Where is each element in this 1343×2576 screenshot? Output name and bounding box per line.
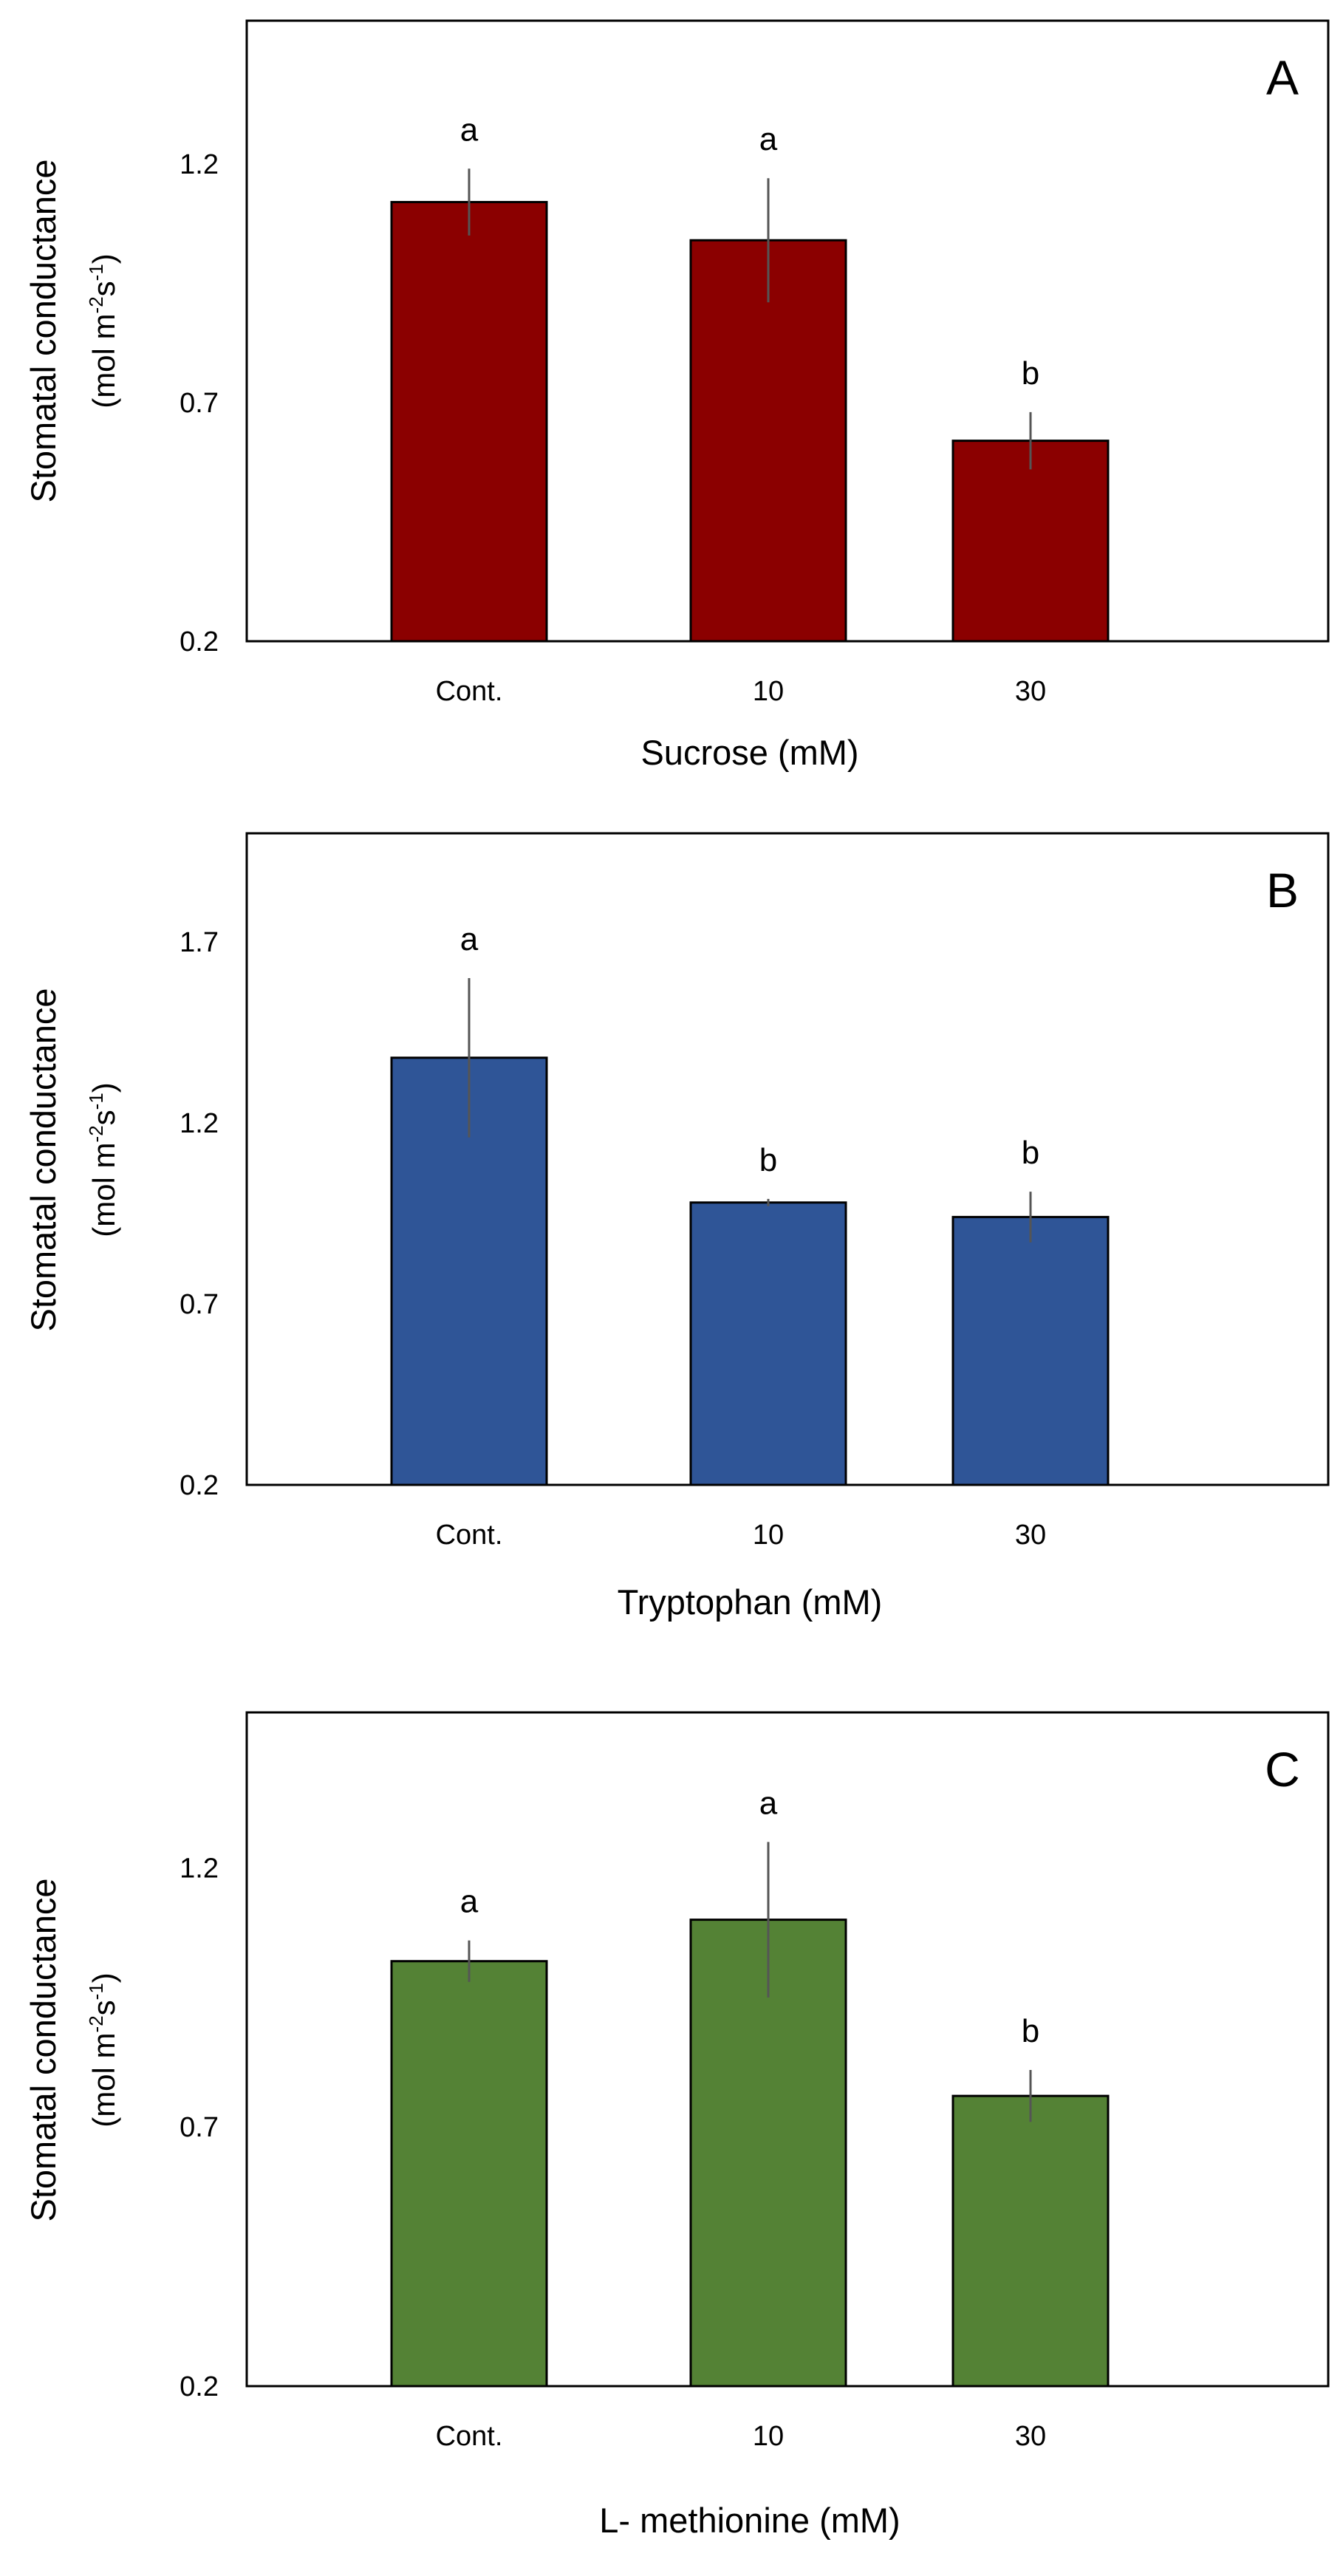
y-axis-title: Stomatal conductance [24, 159, 63, 502]
panel-label: C [1265, 1742, 1300, 1797]
y-axis-title: Stomatal conductance [24, 1878, 63, 2221]
y-tick-label: 0.2 [180, 2371, 219, 2402]
x-tick-label: 30 [1015, 2421, 1046, 2452]
significance-letter: b [1022, 355, 1039, 392]
x-tick-label: 10 [753, 2421, 784, 2452]
x-tick-label: 10 [753, 676, 784, 707]
significance-letter: b [759, 1142, 777, 1178]
bar-30 [951, 440, 1110, 643]
chart-panel-c: 0.2 0.7 1.2 a Cont. a 10 b 30 C L- methionine (mM)… [24, 1711, 1330, 2540]
y-tick-label: 0.7 [180, 1289, 219, 1320]
significance-letter: b [1022, 1135, 1039, 1171]
significance-letter: a [460, 921, 479, 957]
y-tick-label: 1.2 [180, 1108, 219, 1139]
y-tick-label: 0.7 [180, 388, 219, 419]
x-axis-title: L- methionine (mM) [599, 2501, 900, 2540]
x-tick-label: Cont. [436, 676, 503, 707]
significance-letter: a [759, 1785, 778, 1821]
y-tick-label: 1.2 [180, 149, 219, 180]
bar-30 [951, 2094, 1110, 2388]
y-tick-label: 0.2 [180, 626, 219, 657]
bar-30 [951, 1215, 1110, 1486]
x-tick-label: Cont. [436, 2421, 503, 2452]
significance-letter: b [1022, 2013, 1039, 2049]
y-tick-label: 0.2 [180, 1470, 219, 1501]
bar-cont [390, 201, 548, 643]
significance-letter: a [460, 112, 479, 148]
bar-cont [390, 1960, 548, 2388]
panel-label: B [1266, 863, 1299, 918]
bar-10 [689, 1201, 847, 1486]
significance-letter: a [460, 1884, 479, 1920]
chart-panel-a: 0.2 0.7 1.2 a Cont. a 10 b 30 A Sucrose (mM) Stomat… [24, 19, 1330, 772]
x-tick-label: 30 [1015, 1520, 1046, 1551]
x-axis-title: Sucrose (mM) [640, 733, 858, 772]
panel-label: A [1266, 50, 1299, 105]
bar-10 [689, 239, 847, 643]
y-tick-label: 1.7 [180, 927, 219, 958]
x-tick-label: 10 [753, 1520, 784, 1551]
y-tick-label: 1.2 [180, 1853, 219, 1884]
x-tick-label: Cont. [436, 1520, 503, 1551]
x-tick-label: 30 [1015, 676, 1046, 707]
y-axis-title: Stomatal conductance [24, 988, 63, 1331]
y-axis-unit: (mol m-2s-1) [85, 253, 121, 409]
significance-letter: a [759, 121, 778, 157]
y-axis-unit: (mol m-2s-1) [85, 1082, 121, 1237]
y-axis-unit: (mol m-2s-1) [85, 1972, 121, 2128]
chart-panel-b: 0.2 0.7 1.2 1.7 a Cont. b 10 b 30 B Tryptophan (mM)… [24, 832, 1330, 1622]
y-tick-label: 0.7 [180, 2112, 219, 2143]
x-axis-title: Tryptophan (mM) [618, 1582, 883, 1622]
